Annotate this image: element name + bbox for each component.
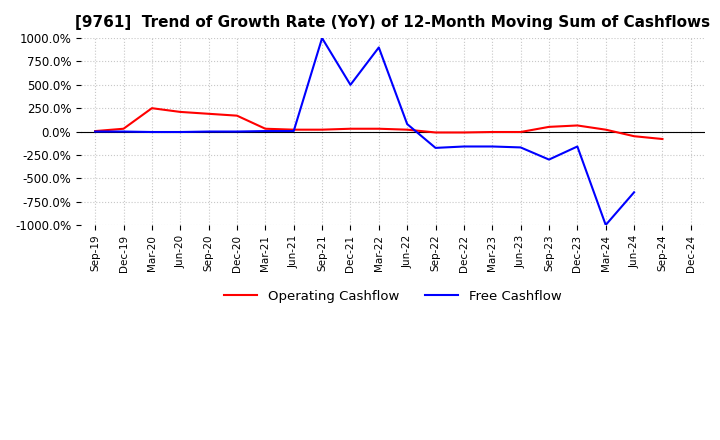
Operating Cashflow (431, 130, 440, 135)
Operating Cashflow (289, 127, 298, 132)
Operating Cashflow (488, 129, 497, 135)
Operating Cashflow (261, 126, 270, 132)
Free Cashflow (374, 45, 383, 50)
Free Cashflow (204, 129, 213, 134)
Operating Cashflow (459, 130, 468, 135)
Operating Cashflow (601, 127, 610, 132)
Operating Cashflow (148, 106, 156, 111)
Free Cashflow (459, 144, 468, 149)
Free Cashflow (573, 144, 582, 149)
Free Cashflow (403, 121, 412, 127)
Operating Cashflow (573, 123, 582, 128)
Title: [9761]  Trend of Growth Rate (YoY) of 12-Month Moving Sum of Cashflows: [9761] Trend of Growth Rate (YoY) of 12-… (76, 15, 711, 30)
Free Cashflow (488, 144, 497, 149)
Free Cashflow (601, 222, 610, 227)
Operating Cashflow (176, 109, 184, 114)
Free Cashflow (120, 129, 128, 134)
Free Cashflow (176, 129, 184, 135)
Operating Cashflow (91, 128, 99, 134)
Free Cashflow (318, 36, 326, 41)
Free Cashflow (91, 129, 99, 134)
Free Cashflow (431, 145, 440, 150)
Operating Cashflow (120, 126, 128, 132)
Legend: Operating Cashflow, Free Cashflow: Operating Cashflow, Free Cashflow (219, 285, 567, 308)
Free Cashflow (233, 129, 241, 134)
Operating Cashflow (630, 134, 639, 139)
Line: Free Cashflow: Free Cashflow (95, 38, 634, 225)
Operating Cashflow (204, 111, 213, 117)
Free Cashflow (346, 82, 355, 88)
Free Cashflow (148, 129, 156, 135)
Operating Cashflow (346, 126, 355, 132)
Operating Cashflow (544, 124, 553, 129)
Free Cashflow (516, 145, 525, 150)
Operating Cashflow (658, 136, 667, 142)
Free Cashflow (630, 190, 639, 195)
Line: Operating Cashflow: Operating Cashflow (95, 108, 662, 139)
Operating Cashflow (403, 127, 412, 132)
Operating Cashflow (233, 113, 241, 118)
Free Cashflow (544, 157, 553, 162)
Operating Cashflow (318, 127, 326, 132)
Free Cashflow (289, 128, 298, 134)
Operating Cashflow (374, 126, 383, 132)
Operating Cashflow (516, 129, 525, 135)
Free Cashflow (261, 128, 270, 134)
